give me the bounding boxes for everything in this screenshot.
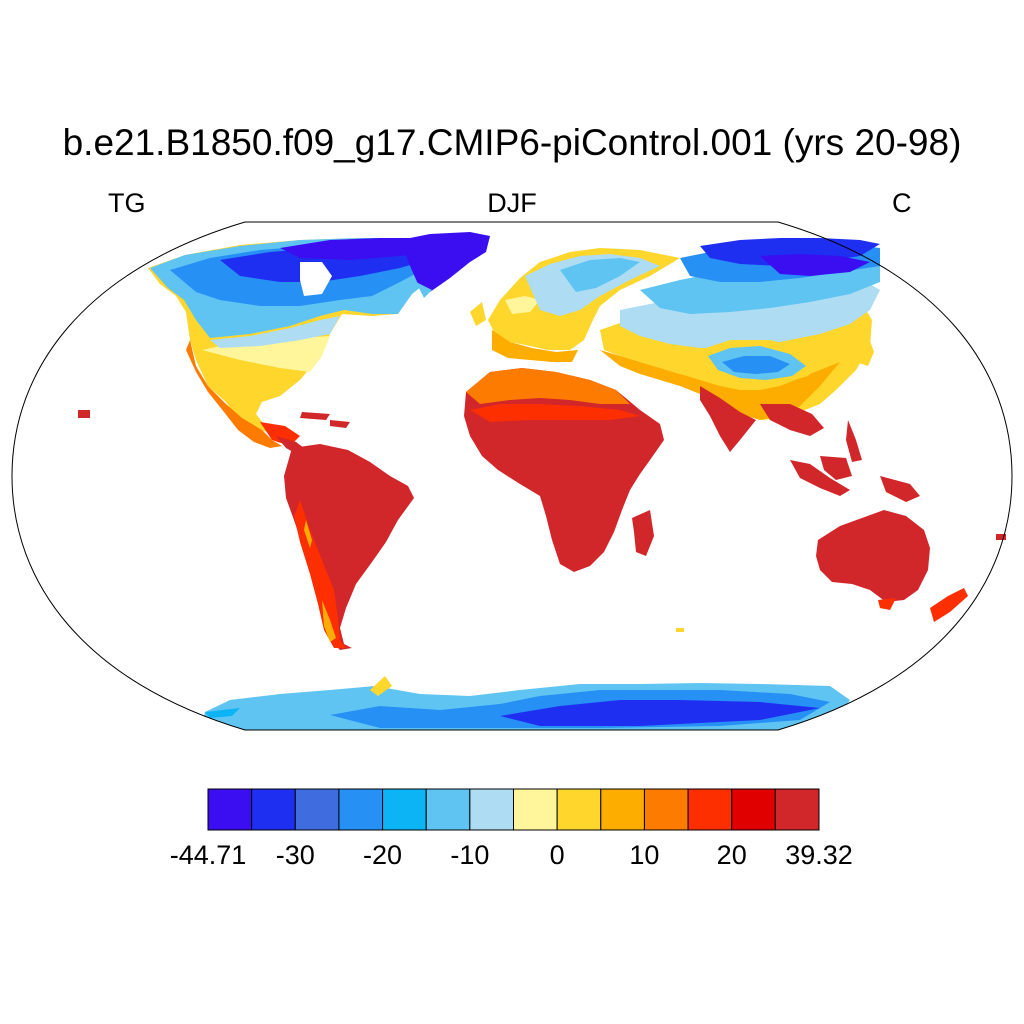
colorbar-label: -30 xyxy=(275,840,315,870)
caribbean xyxy=(300,412,350,428)
colorbar-box xyxy=(338,788,384,831)
colorbar-label: -20 xyxy=(363,840,403,870)
colorbar-box xyxy=(425,788,471,831)
season-label: DJF xyxy=(487,188,537,218)
colorbar-label: -10 xyxy=(450,840,490,870)
colorbar-label: 39.32 xyxy=(785,840,853,870)
antarctica xyxy=(200,676,850,730)
colorbar-label: 0 xyxy=(549,840,565,870)
colorbar-box xyxy=(687,788,733,831)
maritime-asia xyxy=(790,420,920,502)
colorbar-box xyxy=(774,788,820,831)
colorbar-box xyxy=(600,788,645,831)
colorbar-box xyxy=(382,788,427,831)
colorbar-box xyxy=(643,788,689,831)
colorbar-box xyxy=(556,788,602,831)
africa xyxy=(464,368,664,572)
europe xyxy=(470,248,680,362)
greenland xyxy=(400,232,490,298)
colorbar-label: -44.71 xyxy=(169,840,247,870)
north-america xyxy=(148,236,490,456)
plot-title: b.e21.B1850.f09_g17.CMIP6-piControl.001 … xyxy=(62,122,962,163)
colorbar-box xyxy=(207,788,253,831)
australia xyxy=(816,510,968,622)
small-islands xyxy=(78,410,1006,632)
colorbar-label: 20 xyxy=(716,840,747,870)
colorbar-box xyxy=(294,788,340,831)
colorbar-box xyxy=(469,788,515,831)
colorbar-box xyxy=(731,788,776,831)
variable-label: TG xyxy=(108,188,146,218)
south-america xyxy=(284,444,414,650)
world-map xyxy=(11,221,1013,731)
units-label: C xyxy=(892,188,912,218)
colorbar xyxy=(207,788,820,831)
asia xyxy=(600,238,880,452)
colorbar-label: 10 xyxy=(629,840,660,870)
colorbar-box xyxy=(513,788,558,831)
colorbar-box xyxy=(251,788,296,831)
